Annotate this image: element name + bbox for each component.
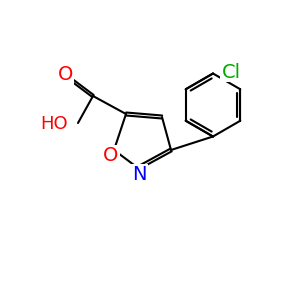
Text: O: O <box>103 146 119 165</box>
Text: Cl: Cl <box>221 62 241 82</box>
Text: N: N <box>132 165 147 184</box>
Text: HO: HO <box>40 116 68 134</box>
Text: O: O <box>58 65 73 85</box>
